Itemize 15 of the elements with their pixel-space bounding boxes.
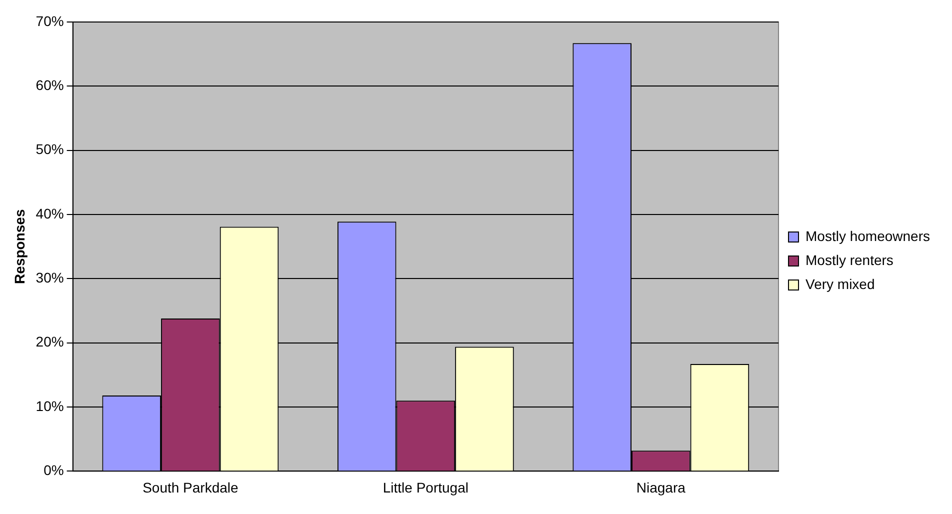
legend-label: Very mixed: [806, 276, 875, 292]
x-tick-label: South Parkdale: [142, 479, 239, 496]
y-tick-label: 40%: [36, 205, 64, 222]
y-tick-label: 70%: [36, 12, 64, 29]
y-axis-title: Responses: [11, 209, 28, 284]
y-tick-label: 20%: [36, 334, 64, 350]
y-tick-label: 50%: [36, 141, 64, 158]
y-tick-label: 60%: [36, 77, 64, 94]
y-tick-label: 30%: [36, 270, 64, 286]
x-tick-label: Little Portugal: [382, 479, 468, 496]
y-tick-label: 0%: [44, 462, 64, 478]
legend-label: Mostly homeowners: [806, 228, 930, 244]
x-tick-label: Niagara: [636, 479, 686, 496]
y-tick-label: 10%: [36, 398, 64, 414]
legend-label: Mostly renters: [806, 252, 894, 268]
